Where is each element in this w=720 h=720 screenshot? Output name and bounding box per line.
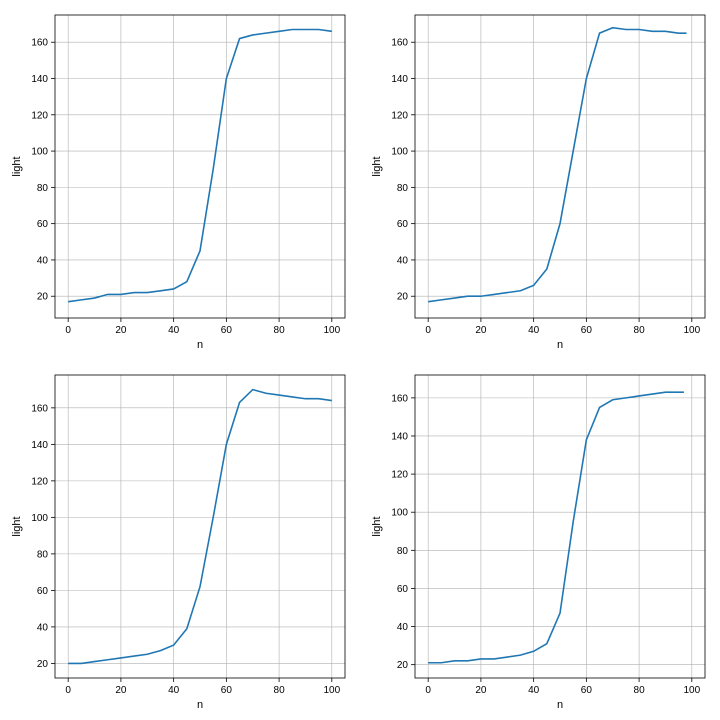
chart-svg-1: 0 20 40 60 80 100 20 40 60 80 100 120 140 160 n light xyxy=(360,0,720,360)
svg-text:140: 140 xyxy=(391,431,408,442)
svg-text:160: 160 xyxy=(391,38,408,49)
svg-text:120: 120 xyxy=(391,470,408,481)
svg-text:100: 100 xyxy=(683,325,700,336)
panel-2: 0 20 40 60 80 100 20 40 60 80 100 120 140 160 n light xyxy=(0,360,360,720)
svg-text:n: n xyxy=(197,699,203,711)
svg-text:40: 40 xyxy=(168,685,180,696)
svg-text:140: 140 xyxy=(31,440,48,451)
svg-text:160: 160 xyxy=(31,38,48,49)
svg-text:120: 120 xyxy=(31,110,48,121)
svg-text:100: 100 xyxy=(323,325,340,336)
svg-text:80: 80 xyxy=(634,685,646,696)
svg-text:60: 60 xyxy=(37,219,49,230)
panel-3: 0 20 40 60 80 100 20 40 60 80 100 120 140 160 n light xyxy=(360,360,720,720)
chart-svg-3: 0 20 40 60 80 100 20 40 60 80 100 120 140 160 n light xyxy=(360,360,720,720)
svg-text:0: 0 xyxy=(425,325,431,336)
svg-text:20: 20 xyxy=(37,659,49,670)
svg-text:60: 60 xyxy=(581,685,593,696)
svg-text:60: 60 xyxy=(581,325,593,336)
panel-0: 0 20 40 60 80 100 20 40 60 80 100 120 140 160 n light xyxy=(0,0,360,360)
svg-text:40: 40 xyxy=(168,325,180,336)
svg-text:20: 20 xyxy=(397,660,409,671)
svg-text:80: 80 xyxy=(37,549,49,560)
svg-text:n: n xyxy=(557,339,563,351)
svg-text:n: n xyxy=(557,699,563,711)
svg-text:20: 20 xyxy=(37,292,49,303)
svg-text:40: 40 xyxy=(37,255,49,266)
svg-text:light: light xyxy=(371,156,383,176)
svg-text:80: 80 xyxy=(634,325,646,336)
svg-text:80: 80 xyxy=(397,546,409,557)
svg-text:40: 40 xyxy=(528,325,540,336)
svg-text:20: 20 xyxy=(115,325,127,336)
svg-text:80: 80 xyxy=(274,325,286,336)
svg-text:60: 60 xyxy=(221,325,233,336)
svg-text:140: 140 xyxy=(31,74,48,85)
svg-text:20: 20 xyxy=(397,292,409,303)
svg-text:160: 160 xyxy=(391,393,408,404)
svg-text:60: 60 xyxy=(397,584,409,595)
svg-text:80: 80 xyxy=(274,685,286,696)
svg-text:20: 20 xyxy=(475,685,487,696)
svg-text:0: 0 xyxy=(65,685,71,696)
svg-text:40: 40 xyxy=(397,622,409,633)
chart-svg-2: 0 20 40 60 80 100 20 40 60 80 100 120 140 160 n light xyxy=(0,360,360,720)
svg-text:100: 100 xyxy=(31,147,48,158)
chart-grid: 0 20 40 60 80 100 20 40 60 80 100 120 140 160 n light 0… xyxy=(0,0,720,720)
svg-text:60: 60 xyxy=(37,586,49,597)
svg-text:40: 40 xyxy=(37,622,49,633)
svg-text:light: light xyxy=(11,156,23,176)
svg-text:40: 40 xyxy=(528,685,540,696)
svg-text:100: 100 xyxy=(31,513,48,524)
svg-text:0: 0 xyxy=(65,325,71,336)
svg-text:80: 80 xyxy=(37,183,49,194)
svg-text:n: n xyxy=(197,339,203,351)
panel-1: 0 20 40 60 80 100 20 40 60 80 100 120 140 160 n light xyxy=(360,0,720,360)
svg-text:80: 80 xyxy=(397,183,409,194)
svg-text:60: 60 xyxy=(221,685,233,696)
svg-text:40: 40 xyxy=(397,255,409,266)
svg-text:0: 0 xyxy=(425,685,431,696)
svg-text:20: 20 xyxy=(475,325,487,336)
chart-svg-0: 0 20 40 60 80 100 20 40 60 80 100 120 140 160 n light xyxy=(0,0,360,360)
svg-text:60: 60 xyxy=(397,219,409,230)
svg-text:160: 160 xyxy=(31,403,48,414)
svg-text:20: 20 xyxy=(115,685,127,696)
svg-text:light: light xyxy=(11,516,23,536)
svg-text:140: 140 xyxy=(391,74,408,85)
svg-text:100: 100 xyxy=(683,685,700,696)
svg-text:light: light xyxy=(371,516,383,536)
svg-text:100: 100 xyxy=(323,685,340,696)
svg-text:100: 100 xyxy=(391,508,408,519)
svg-text:120: 120 xyxy=(31,476,48,487)
svg-text:120: 120 xyxy=(391,110,408,121)
svg-text:100: 100 xyxy=(391,147,408,158)
